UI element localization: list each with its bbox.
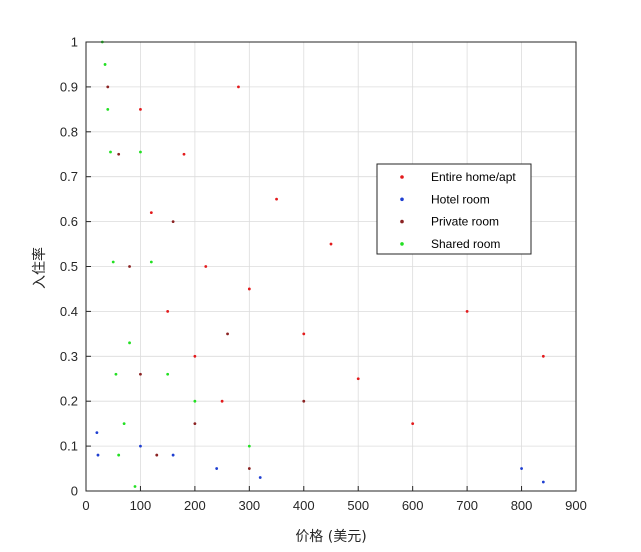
legend-label: Shared room <box>431 237 500 251</box>
data-point <box>117 152 121 156</box>
data-point <box>329 242 333 246</box>
y-tick-label: 0.1 <box>60 439 78 454</box>
x-tick-label: 500 <box>347 498 369 513</box>
data-point <box>237 85 240 89</box>
data-point <box>106 107 110 111</box>
x-tick-label: 300 <box>238 498 260 513</box>
y-tick-label: 0.9 <box>60 79 78 94</box>
y-tick-label: 0.5 <box>60 259 78 274</box>
data-point <box>133 485 137 488</box>
x-tick-label: 200 <box>184 498 206 513</box>
legend-marker <box>400 242 404 246</box>
data-point <box>302 332 306 336</box>
y-tick-label: 1 <box>71 35 78 50</box>
y-axis-label: 入住率 <box>31 247 48 289</box>
y-tick-label: 0.2 <box>60 394 78 409</box>
y-tick-label: 0 <box>71 484 78 499</box>
data-point <box>109 150 112 154</box>
legend-box <box>376 163 532 255</box>
data-point <box>139 150 142 154</box>
data-point <box>541 480 545 484</box>
data-point <box>247 287 251 291</box>
data-point <box>411 422 415 426</box>
data-point <box>139 372 142 376</box>
x-tick-label: 0 <box>82 498 89 513</box>
data-point <box>166 310 170 313</box>
data-point <box>103 63 107 66</box>
y-tick-label: 0.6 <box>60 214 78 229</box>
y-tick-label: 0.3 <box>60 349 78 364</box>
x-tick-label: 100 <box>130 498 152 513</box>
data-point <box>117 453 121 457</box>
data-point <box>220 399 224 403</box>
data-point <box>171 220 175 224</box>
data-point <box>114 372 118 376</box>
data-point <box>204 265 208 268</box>
data-point <box>520 467 523 470</box>
x-tick-label: 700 <box>456 498 478 513</box>
data-point <box>128 341 131 345</box>
x-tick-label: 900 <box>565 498 587 513</box>
data-point <box>193 354 197 358</box>
data-point <box>215 467 219 470</box>
y-tick-label: 0.4 <box>60 304 78 319</box>
data-point <box>193 399 197 403</box>
data-point <box>193 422 197 426</box>
data-point <box>106 85 110 89</box>
data-point <box>96 453 100 457</box>
data-point <box>122 422 126 426</box>
data-point <box>139 444 142 448</box>
data-point <box>465 310 469 313</box>
data-point <box>247 467 251 470</box>
data-point <box>247 444 251 448</box>
data-point <box>111 260 115 264</box>
series-3 <box>100 40 251 488</box>
series-2 <box>106 85 306 470</box>
legend-label: Private room <box>431 215 499 229</box>
data-point <box>356 377 360 381</box>
legend-marker <box>400 197 404 202</box>
data-point <box>182 152 186 156</box>
y-tick-label: 0.7 <box>60 169 78 184</box>
data-point <box>171 453 175 457</box>
data-point <box>258 476 262 479</box>
series-1 <box>95 431 545 484</box>
x-tick-label: 800 <box>511 498 533 513</box>
data-point <box>128 265 131 268</box>
legend: Entire home/apt Hotel room Private room Sha… <box>376 163 532 255</box>
legend-label: Hotel room <box>431 192 490 206</box>
legend-label: Entire home/apt <box>431 170 516 184</box>
data-point <box>541 354 545 358</box>
x-axis-label: 价格 (美元) <box>295 529 366 545</box>
data-point <box>275 197 278 201</box>
legend-marker <box>400 219 404 224</box>
data-point <box>139 107 142 111</box>
legend-marker <box>400 175 404 179</box>
x-tick-label: 600 <box>402 498 424 513</box>
data-point <box>149 260 153 264</box>
data-point <box>226 332 229 336</box>
data-point <box>166 372 170 376</box>
data-point <box>155 453 159 457</box>
axis-ticks: 0 100 200 300 400 500 600 700 800 900 0 0.1 0.2 0.3 0.… <box>60 35 587 514</box>
data-point <box>302 399 306 403</box>
data-point <box>95 431 99 435</box>
x-tick-label: 400 <box>293 498 315 513</box>
data-point <box>149 211 153 215</box>
y-tick-label: 0.8 <box>60 124 78 139</box>
